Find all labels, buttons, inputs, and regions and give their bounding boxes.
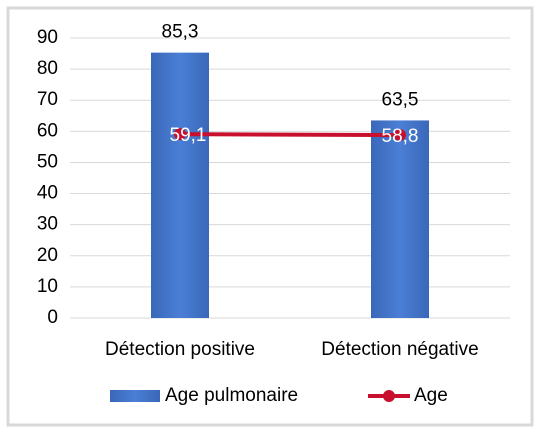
data-label: 59,1 <box>170 125 207 146</box>
y-tick-label: 80 <box>37 58 58 79</box>
bar <box>151 52 209 318</box>
y-tick-label: 40 <box>37 183 58 204</box>
y-tick-label: 90 <box>37 27 58 48</box>
x-tick-label: Détection négative <box>321 339 478 360</box>
y-tick-label: 50 <box>37 151 58 172</box>
legend-label: Age pulmonaire <box>165 385 298 406</box>
line-marker <box>394 129 406 142</box>
data-label: 58,8 <box>382 126 419 147</box>
bar <box>371 120 429 318</box>
y-tick-label: 30 <box>37 214 58 235</box>
y-tick-label: 60 <box>37 120 58 141</box>
legend-swatch <box>110 390 160 402</box>
y-tick-label: 0 <box>47 307 58 328</box>
y-tick-label: 20 <box>37 245 58 266</box>
y-tick-label: 10 <box>37 276 58 297</box>
data-label: 63,5 <box>382 89 419 110</box>
frame <box>6 6 534 427</box>
legend-label: Age <box>414 385 448 406</box>
y-tick-label: 70 <box>37 89 58 110</box>
line-marker <box>174 128 186 141</box>
x-tick-label: Détection positive <box>105 339 255 360</box>
data-label: 85,3 <box>162 22 199 43</box>
line <box>179 132 401 138</box>
legend-marker <box>383 390 395 402</box>
